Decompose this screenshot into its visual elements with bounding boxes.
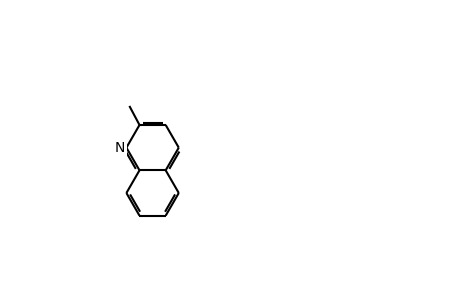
Text: N: N <box>114 141 124 155</box>
